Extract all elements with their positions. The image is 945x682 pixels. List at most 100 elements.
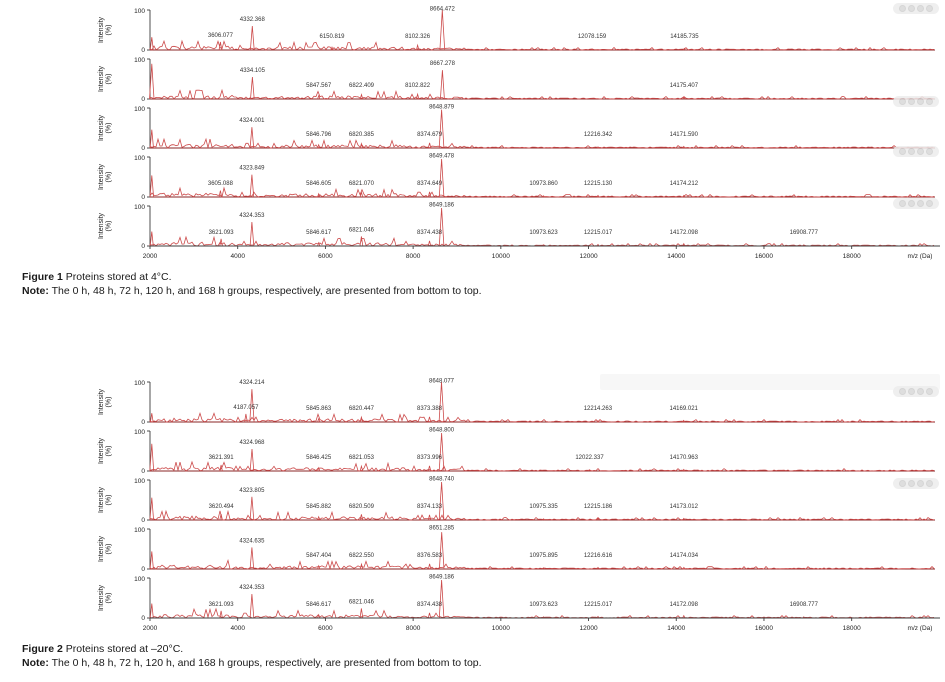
svg-text:8651.285: 8651.285 [429, 526, 455, 532]
svg-text:4324.635: 4324.635 [239, 538, 265, 544]
svg-text:12215.017: 12215.017 [584, 602, 613, 608]
svg-text:m/z (Da): m/z (Da) [908, 253, 933, 260]
svg-text:12216.342: 12216.342 [584, 132, 613, 138]
svg-text:16908.777: 16908.777 [790, 602, 819, 608]
svg-text:4334.105: 4334.105 [240, 68, 266, 74]
svg-text:Intensity(%): Intensity(%) [98, 163, 113, 190]
svg-text:14000: 14000 [667, 625, 685, 632]
watermark-logo [893, 386, 939, 397]
svg-text:8374.133: 8374.133 [417, 504, 443, 510]
svg-text:6821.046: 6821.046 [349, 227, 375, 233]
svg-text:0: 0 [141, 419, 145, 426]
figure-2-caption-text: Proteins stored at –20°C. [62, 643, 184, 655]
svg-text:4323.849: 4323.849 [239, 166, 265, 172]
svg-text:6150.819: 6150.819 [319, 34, 345, 40]
svg-text:100: 100 [134, 155, 145, 162]
svg-text:8000: 8000 [406, 625, 421, 632]
svg-text:14175.407: 14175.407 [670, 83, 699, 89]
figure-1-caption-label: Figure 1 [22, 271, 63, 283]
svg-text:5845.863: 5845.863 [306, 406, 332, 412]
svg-text:16000: 16000 [755, 253, 773, 260]
svg-text:12215.017: 12215.017 [584, 230, 613, 236]
figure-1-note-label: Note: [22, 285, 49, 297]
svg-text:4000: 4000 [230, 625, 245, 632]
svg-text:4324.001: 4324.001 [239, 118, 265, 124]
svg-text:14173.012: 14173.012 [670, 504, 699, 510]
svg-text:3620.494: 3620.494 [209, 504, 235, 510]
svg-text:4000: 4000 [230, 253, 245, 260]
svg-text:100: 100 [134, 576, 145, 583]
svg-text:10973.623: 10973.623 [529, 230, 558, 236]
svg-text:8649.186: 8649.186 [429, 203, 455, 209]
svg-text:14174.212: 14174.212 [670, 181, 699, 187]
svg-text:10000: 10000 [492, 625, 510, 632]
svg-text:Intensity(%): Intensity(%) [98, 212, 113, 239]
figure-1-chart: 100 0 Intensity(%) 3606.077 4332.368 6150.819… [98, 7, 940, 260]
svg-text:0: 0 [141, 468, 145, 475]
svg-text:5846.605: 5846.605 [306, 181, 332, 187]
svg-text:12215.130: 12215.130 [584, 181, 613, 187]
figure-1-caption-text: Proteins stored at 4°C. [62, 271, 172, 283]
svg-text:6822.409: 6822.409 [349, 83, 375, 89]
svg-text:100: 100 [134, 478, 145, 485]
watermark-logo [893, 96, 939, 107]
svg-text:3621.093: 3621.093 [209, 602, 235, 608]
svg-text:8374.438: 8374.438 [417, 230, 443, 236]
svg-text:0: 0 [141, 145, 145, 152]
svg-text:Intensity(%): Intensity(%) [98, 535, 113, 562]
svg-text:0: 0 [141, 194, 145, 201]
svg-text:2000: 2000 [143, 253, 158, 260]
figure-1-note: Note: The 0 h, 48 h, 72 h, 120 h, and 16… [22, 285, 482, 297]
figure-2-caption-label: Figure 2 [22, 643, 63, 655]
svg-text:10973.623: 10973.623 [529, 602, 558, 608]
svg-text:8102.822: 8102.822 [405, 83, 431, 89]
svg-text:m/z (Da): m/z (Da) [908, 625, 933, 632]
svg-text:0: 0 [141, 615, 145, 622]
svg-text:100: 100 [134, 106, 145, 113]
svg-text:8374.438: 8374.438 [417, 602, 443, 608]
svg-text:18000: 18000 [843, 253, 861, 260]
svg-text:0: 0 [141, 243, 145, 250]
svg-text:3621.391: 3621.391 [209, 455, 235, 461]
svg-text:8648.740: 8648.740 [429, 477, 455, 483]
svg-text:8102.326: 8102.326 [405, 34, 431, 40]
svg-text:12000: 12000 [580, 625, 598, 632]
svg-text:Intensity(%): Intensity(%) [98, 388, 113, 415]
figure-1-caption: Figure 1 Proteins stored at 4°C. [22, 271, 172, 283]
watermark-logo [893, 478, 939, 489]
figure-1-note-text: The 0 h, 48 h, 72 h, 120 h, and 168 h gr… [48, 285, 482, 297]
svg-text:8648.879: 8648.879 [429, 105, 455, 111]
svg-text:4324.353: 4324.353 [239, 213, 265, 219]
svg-text:Intensity(%): Intensity(%) [98, 437, 113, 464]
svg-text:12000: 12000 [580, 253, 598, 260]
svg-text:100: 100 [134, 380, 145, 387]
svg-text:14170.963: 14170.963 [670, 455, 699, 461]
svg-text:12078.159: 12078.159 [578, 34, 607, 40]
svg-text:0: 0 [141, 566, 145, 573]
svg-text:6820.385: 6820.385 [349, 132, 375, 138]
figure-2-note: Note: The 0 h, 48 h, 72 h, 120 h, and 16… [22, 657, 482, 669]
svg-text:5847.404: 5847.404 [306, 553, 332, 559]
svg-text:12215.186: 12215.186 [584, 504, 613, 510]
svg-text:Intensity(%): Intensity(%) [98, 486, 113, 513]
svg-text:4324.968: 4324.968 [239, 440, 265, 446]
svg-text:5847.567: 5847.567 [306, 83, 332, 89]
svg-text:14169.021: 14169.021 [670, 406, 699, 412]
svg-text:8664.472: 8664.472 [430, 7, 456, 13]
svg-text:8373.388: 8373.388 [417, 406, 443, 412]
svg-text:5846.617: 5846.617 [306, 230, 332, 236]
svg-text:100: 100 [134, 204, 145, 211]
svg-text:4324.214: 4324.214 [239, 380, 265, 386]
watermark-band [600, 374, 940, 390]
svg-text:6821.046: 6821.046 [349, 599, 375, 605]
svg-text:8374.649: 8374.649 [417, 181, 443, 187]
svg-text:Intensity(%): Intensity(%) [98, 65, 113, 92]
svg-text:10973.860: 10973.860 [529, 181, 558, 187]
svg-text:12022.337: 12022.337 [575, 455, 604, 461]
figure-2-note-text: The 0 h, 48 h, 72 h, 120 h, and 168 h gr… [48, 657, 482, 669]
svg-text:4332.368: 4332.368 [240, 17, 266, 23]
svg-text:5845.882: 5845.882 [306, 504, 332, 510]
svg-text:8376.583: 8376.583 [417, 553, 443, 559]
watermark-logo [893, 3, 939, 14]
watermark-logo [893, 198, 939, 209]
